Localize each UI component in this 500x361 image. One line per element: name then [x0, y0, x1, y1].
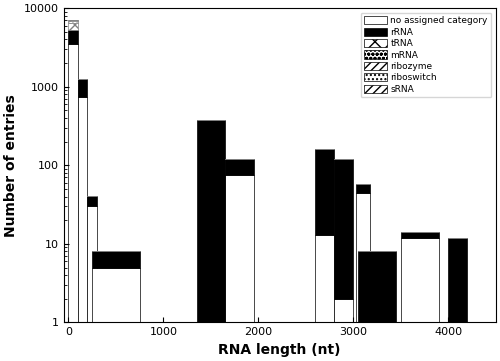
Y-axis label: Number of entries: Number of entries [4, 94, 18, 237]
Legend: no assigned category, rRNA, tRNA, mRNA, ribozyme, riboswitch, sRNA: no assigned category, rRNA, tRNA, mRNA, … [360, 13, 492, 97]
Bar [358, 252, 396, 361]
Bar [316, 149, 334, 235]
Bar [68, 21, 78, 23]
Bar [225, 175, 254, 361]
Bar [68, 19, 78, 21]
Bar [356, 192, 370, 361]
Bar [68, 30, 78, 44]
Bar [88, 206, 97, 361]
Bar [334, 299, 353, 361]
Bar [78, 96, 88, 361]
Bar [401, 238, 439, 361]
Bar [68, 44, 78, 361]
Bar [225, 159, 254, 175]
Bar [78, 79, 88, 96]
Bar [92, 252, 140, 268]
Bar [92, 268, 140, 361]
Bar [316, 235, 334, 361]
Bar [196, 120, 225, 361]
Bar [356, 184, 370, 192]
Bar [88, 196, 97, 206]
Bar [68, 23, 78, 30]
X-axis label: RNA length (nt): RNA length (nt) [218, 343, 341, 357]
Bar [401, 232, 439, 238]
Bar [334, 158, 353, 299]
Bar [448, 238, 468, 361]
